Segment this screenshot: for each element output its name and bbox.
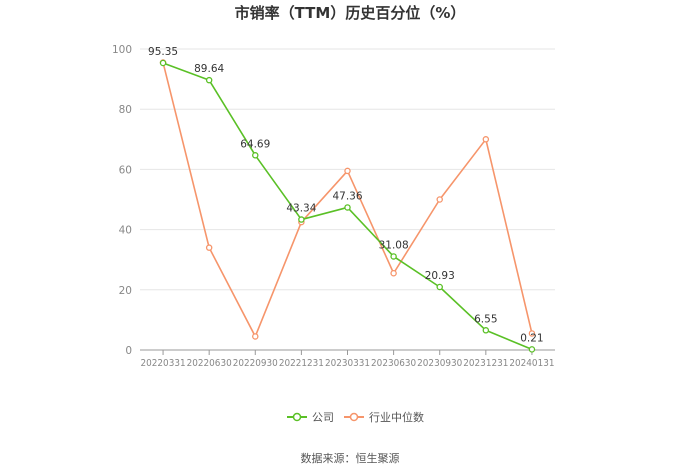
data-label: 47.36 xyxy=(332,190,362,202)
data-label: 95.35 xyxy=(148,46,178,58)
data-point-industry-median[interactable] xyxy=(436,196,443,203)
x-tick-label: 20220630 xyxy=(187,358,232,369)
data-label: 64.69 xyxy=(240,138,270,150)
x-tick-label: 20220331 xyxy=(141,358,186,369)
data-point-industry-median[interactable] xyxy=(344,167,351,175)
data-point-industry-median[interactable] xyxy=(390,269,397,277)
y-tick-label: 0 xyxy=(125,345,132,357)
legend-label-industry-median: 行业中位数 xyxy=(369,410,424,424)
data-point-industry-median[interactable] xyxy=(482,136,490,143)
x-tick-label: 20221231 xyxy=(279,358,324,369)
legend-marker-industry-median xyxy=(349,412,359,422)
chart-title: 市销率（TTM）历史百分位（%） xyxy=(235,4,466,22)
data-label: 20.93 xyxy=(425,270,455,282)
y-tick-label: 20 xyxy=(119,285,132,297)
data-point-industry-median[interactable] xyxy=(205,244,213,251)
data-point-industry-median[interactable] xyxy=(528,330,536,337)
data-source-note: 数据来源：恒生聚源 xyxy=(301,451,400,465)
data-label: 31.08 xyxy=(379,239,409,251)
series-lines xyxy=(159,59,536,353)
data-label: 89.64 xyxy=(194,63,224,75)
x-tick-label: 20230930 xyxy=(417,358,462,369)
legend-item-industry-median[interactable]: 行业中位数 xyxy=(344,410,424,424)
y-tick-label: 60 xyxy=(119,164,132,176)
data-point-company[interactable] xyxy=(390,253,397,260)
data-point-company[interactable] xyxy=(482,327,490,334)
data-point-industry-median[interactable] xyxy=(252,333,259,340)
data-label: 0.21 xyxy=(520,332,543,344)
data-point-company[interactable] xyxy=(436,283,443,291)
data-point-company[interactable] xyxy=(344,204,351,211)
data-labels: 95.35 89.64 64.69 43.34 47.36 31.08 20.93 6.55 0… xyxy=(148,46,544,344)
x-axis: 20220331 20220630 20220930 20221231 20230331… xyxy=(140,349,555,369)
data-point-company[interactable] xyxy=(205,76,213,84)
y-axis: 0 20 40 60 80 100 xyxy=(112,44,132,357)
data-point-company[interactable] xyxy=(159,59,167,67)
x-tick-label: 20230331 xyxy=(325,358,370,369)
legend-marker-company xyxy=(292,412,302,422)
data-label: 43.34 xyxy=(286,203,316,215)
legend: 公司 行业中位数 xyxy=(287,410,424,424)
legend-item-company[interactable]: 公司 xyxy=(287,411,334,424)
data-point-company[interactable] xyxy=(252,152,259,159)
y-tick-label: 80 xyxy=(119,104,132,116)
y-tick-label: 40 xyxy=(119,225,132,237)
legend-label-company: 公司 xyxy=(312,411,334,424)
x-tick-label: 20230630 xyxy=(371,358,416,369)
x-tick-label: 20220930 xyxy=(233,358,278,369)
y-tick-label: 100 xyxy=(112,44,132,56)
data-label: 6.55 xyxy=(474,313,497,325)
x-tick-label: 20240131 xyxy=(509,358,554,369)
data-point-company[interactable] xyxy=(298,216,305,223)
data-point-company[interactable] xyxy=(528,346,536,353)
x-tick-label: 20231231 xyxy=(463,358,508,369)
